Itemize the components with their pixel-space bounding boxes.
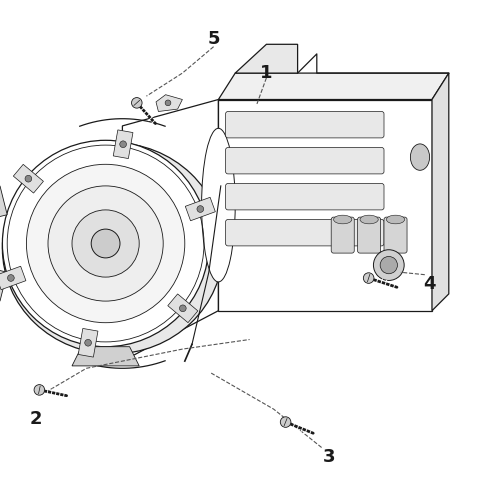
FancyBboxPatch shape bbox=[226, 220, 384, 246]
Circle shape bbox=[8, 275, 14, 281]
FancyBboxPatch shape bbox=[384, 217, 407, 253]
Circle shape bbox=[48, 186, 163, 301]
Polygon shape bbox=[218, 99, 432, 311]
Polygon shape bbox=[185, 197, 216, 221]
Ellipse shape bbox=[334, 215, 352, 224]
Polygon shape bbox=[0, 186, 7, 220]
Ellipse shape bbox=[202, 128, 235, 282]
Circle shape bbox=[26, 164, 185, 323]
Text: 2: 2 bbox=[30, 410, 42, 428]
Polygon shape bbox=[13, 164, 43, 193]
Circle shape bbox=[280, 417, 291, 427]
FancyBboxPatch shape bbox=[358, 217, 381, 253]
Circle shape bbox=[91, 229, 120, 258]
Circle shape bbox=[34, 385, 45, 395]
Polygon shape bbox=[78, 328, 98, 357]
Polygon shape bbox=[156, 94, 182, 112]
Ellipse shape bbox=[2, 143, 223, 354]
Text: 1: 1 bbox=[260, 64, 273, 82]
Circle shape bbox=[120, 141, 126, 148]
FancyBboxPatch shape bbox=[226, 112, 384, 138]
Circle shape bbox=[132, 97, 142, 108]
Circle shape bbox=[165, 100, 171, 106]
Circle shape bbox=[373, 250, 404, 281]
Circle shape bbox=[363, 273, 374, 283]
Polygon shape bbox=[432, 73, 449, 311]
FancyBboxPatch shape bbox=[331, 217, 354, 253]
Ellipse shape bbox=[360, 215, 378, 224]
Circle shape bbox=[85, 339, 92, 346]
Text: 5: 5 bbox=[207, 31, 220, 49]
Circle shape bbox=[197, 206, 204, 212]
Circle shape bbox=[380, 257, 397, 274]
Polygon shape bbox=[168, 294, 198, 323]
Circle shape bbox=[25, 175, 32, 182]
FancyBboxPatch shape bbox=[226, 184, 384, 210]
Polygon shape bbox=[0, 267, 7, 301]
Ellipse shape bbox=[410, 144, 430, 170]
Circle shape bbox=[180, 305, 186, 312]
Polygon shape bbox=[72, 347, 139, 366]
Polygon shape bbox=[0, 266, 26, 290]
Circle shape bbox=[2, 140, 209, 347]
Polygon shape bbox=[218, 73, 449, 99]
FancyBboxPatch shape bbox=[226, 148, 384, 174]
Text: 4: 4 bbox=[423, 275, 436, 293]
Polygon shape bbox=[113, 130, 133, 159]
Circle shape bbox=[72, 210, 139, 277]
Polygon shape bbox=[235, 44, 298, 73]
Ellipse shape bbox=[386, 215, 405, 224]
Text: 3: 3 bbox=[323, 448, 335, 466]
Polygon shape bbox=[122, 99, 218, 361]
